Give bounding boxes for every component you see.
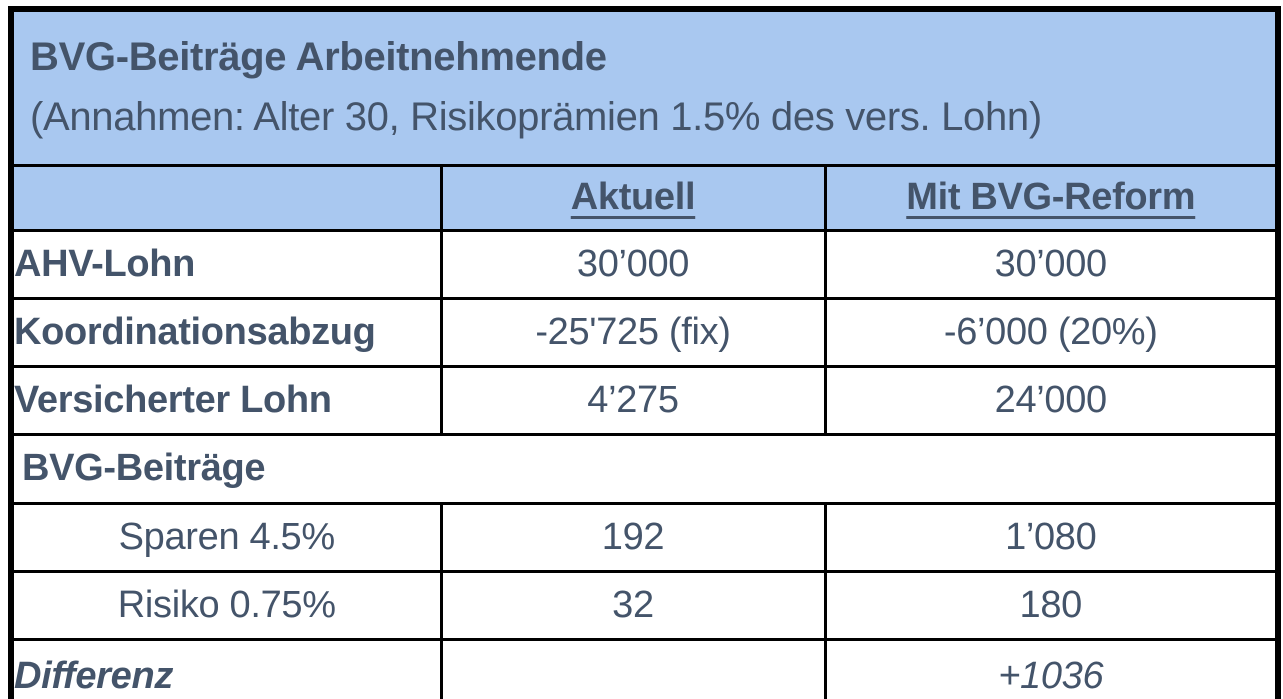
column-header-reform: Mit BVG-Reform: [823, 164, 1280, 232]
cell-reform: -6’000 (20%): [823, 297, 1280, 368]
table-title: BVG-Beiträge Arbeitnehmende: [30, 35, 607, 79]
table-title-cell: BVG-Beiträge Arbeitnehmende (Annahmen: A…: [9, 7, 1280, 167]
column-header-reform-label: Mit BVG-Reform: [906, 176, 1196, 219]
cell-reform: 30’000: [823, 229, 1280, 300]
row-label: Versicherter Lohn: [9, 365, 443, 436]
row-label: AHV-Lohn: [9, 229, 443, 300]
table-subtitle: (Annahmen: Alter 30, Risikoprämien 1.5% …: [30, 95, 1042, 139]
cell-aktuell: 192: [439, 502, 827, 573]
bvg-contributions-table: BVG-Beiträge Arbeitnehmende (Annahmen: A…: [8, 6, 1282, 699]
row-label: Differenz: [9, 638, 443, 699]
table-row-koordinationsabzug: Koordinationsabzug -25'725 (fix) -6’000 …: [9, 297, 1280, 368]
cell-aktuell: 30’000: [439, 229, 827, 300]
cell-aktuell: [439, 638, 827, 699]
section-label: BVG-Beiträge: [9, 433, 1280, 505]
row-label: Sparen 4.5%: [9, 502, 443, 573]
table-row-differenz: Differenz +1036: [9, 638, 1280, 699]
table-title-row: BVG-Beiträge Arbeitnehmende (Annahmen: A…: [9, 7, 1280, 167]
cell-reform: 1’080: [823, 502, 1280, 573]
column-header-aktuell-label: Aktuell: [570, 176, 696, 219]
cell-reform: 180: [823, 570, 1280, 641]
row-label: Koordinationsabzug: [9, 297, 443, 368]
table-row-sparen: Sparen 4.5% 192 1’080: [9, 502, 1280, 573]
column-header-row: Aktuell Mit BVG-Reform: [9, 164, 1280, 232]
cell-aktuell: 4’275: [439, 365, 827, 436]
column-header-empty: [9, 164, 443, 232]
table-row-versicherter-lohn: Versicherter Lohn 4’275 24’000: [9, 365, 1280, 436]
cell-aktuell: 32: [439, 570, 827, 641]
table-section-row-bvg-beitraege: BVG-Beiträge: [9, 433, 1280, 505]
table-row-risiko: Risiko 0.75% 32 180: [9, 570, 1280, 641]
table-row-ahv-lohn: AHV-Lohn 30’000 30’000: [9, 229, 1280, 300]
column-header-aktuell: Aktuell: [439, 164, 827, 232]
cell-reform: 24’000: [823, 365, 1280, 436]
cell-aktuell: -25'725 (fix): [439, 297, 827, 368]
row-label: Risiko 0.75%: [9, 570, 443, 641]
cell-reform: +1036: [823, 638, 1280, 699]
